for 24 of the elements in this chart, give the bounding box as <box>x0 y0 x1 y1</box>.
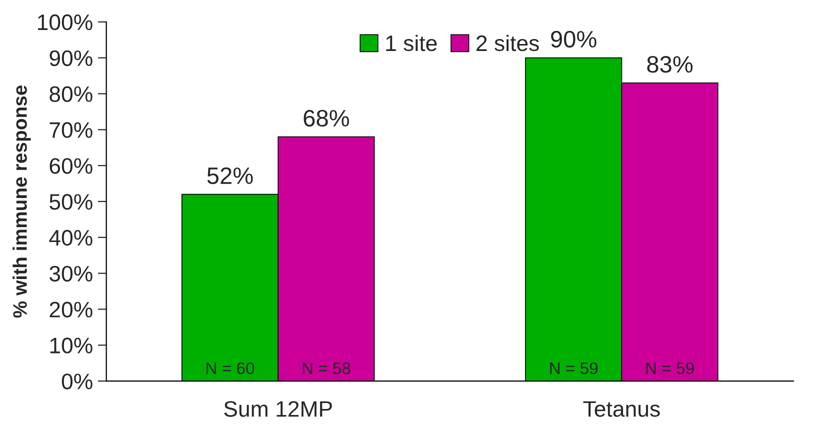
annotation: N = 59 <box>646 362 694 374</box>
x-tick-label: Sum 12MP <box>224 401 332 417</box>
legend-label: 2 sites <box>476 34 539 52</box>
y-tick-label: 20% <box>50 302 92 318</box>
y-tick-label: 70% <box>50 122 92 138</box>
y-tick-label: 30% <box>50 266 92 282</box>
y-tick-label: 50% <box>50 194 92 210</box>
x-tick-label: Tetanus <box>583 401 660 417</box>
data-label: 83% <box>647 56 693 73</box>
y-tick-label: 80% <box>50 86 92 102</box>
y-tick-label: 0% <box>62 374 92 390</box>
annotation: N = 60 <box>206 362 254 374</box>
y-tick-label: 100% <box>38 14 92 30</box>
y-tick-label: 90% <box>50 50 92 66</box>
annotation: N = 59 <box>550 362 598 374</box>
y-axis-title: % with immune response <box>12 85 31 318</box>
data-label: 90% <box>551 30 596 48</box>
legend-label: 1 site <box>386 34 437 52</box>
y-tick-label: 40% <box>49 230 92 246</box>
data-label: 52% <box>207 167 253 184</box>
y-tick-label: 10% <box>50 338 92 354</box>
data-label: 68% <box>304 110 350 127</box>
annotation: N = 58 <box>302 362 350 374</box>
y-tick-label: 60% <box>50 158 92 174</box>
